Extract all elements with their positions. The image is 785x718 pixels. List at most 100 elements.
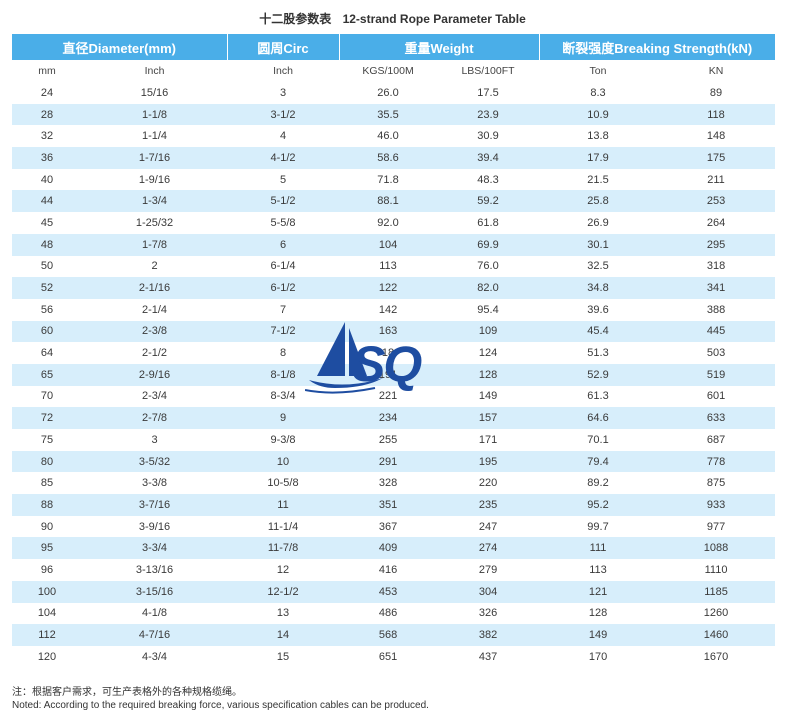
- cell-lbs: 23.9: [437, 103, 540, 126]
- cell-kgs: 328: [339, 472, 438, 495]
- cell-inch: 1-7/8: [82, 233, 228, 256]
- cell-kn: 1185: [657, 580, 776, 603]
- cell-inch: 3-9/16: [82, 515, 228, 538]
- cell-mm: 120: [12, 645, 82, 668]
- cell-lbs: 149: [437, 385, 540, 408]
- cell-lbs: 304: [437, 580, 540, 603]
- cell-lbs: 59.2: [437, 190, 540, 213]
- cell-inch: 2-7/8: [82, 407, 228, 429]
- cell-lbs: 95.4: [437, 298, 540, 321]
- cell-ton: 25.8: [539, 190, 658, 213]
- cell-inch: 1-3/4: [82, 190, 228, 213]
- cell-circ: 8: [227, 342, 340, 364]
- cell-kgs: 35.5: [339, 103, 438, 126]
- cell-kn: 1260: [657, 602, 776, 625]
- cell-circ: 12: [227, 559, 340, 581]
- cell-lbs: 48.3: [437, 168, 540, 191]
- cell-ton: 39.6: [539, 298, 658, 321]
- cell-ton: 51.3: [539, 342, 658, 364]
- table-row: 100 3-15/16 12-1/2 453 304 121 1185: [12, 580, 776, 603]
- cell-kn: 687: [657, 429, 776, 451]
- cell-kn: 503: [657, 342, 776, 364]
- cell-ton: 52.9: [539, 363, 658, 386]
- cell-inch: 1-7/16: [82, 147, 228, 169]
- cell-inch: 15/16: [82, 82, 228, 104]
- cell-kn: 933: [657, 494, 776, 516]
- cell-kn: 211: [657, 168, 776, 191]
- cell-mm: 96: [12, 559, 82, 581]
- header-diameter: 直径Diameter(mm): [12, 34, 228, 60]
- cell-mm: 28: [12, 103, 82, 126]
- sailboat-icon: [304, 322, 383, 394]
- cell-circ: 9-3/8: [227, 429, 340, 451]
- cell-kn: 601: [657, 385, 776, 408]
- cell-lbs: 69.9: [437, 233, 540, 256]
- cell-mm: 32: [12, 125, 82, 148]
- table-row: 45 1-25/32 5-5/8 92.0 61.8 26.9 264: [12, 212, 776, 234]
- cell-kgs: 163: [339, 320, 438, 343]
- unit-cell: LBS/100FT: [437, 60, 540, 82]
- cell-circ: 14: [227, 624, 340, 646]
- table-row: 60 2-3/8 7-1/2 163 109 45.4 445: [12, 320, 776, 343]
- cell-kgs: 46.0: [339, 125, 438, 148]
- cell-lbs: 247: [437, 515, 540, 538]
- cell-ton: 99.7: [539, 515, 658, 538]
- cell-mm: 112: [12, 624, 82, 646]
- cell-kgs: 291: [339, 450, 438, 473]
- table-row: 112 4-7/16 14 568 382 149 1460: [12, 624, 776, 646]
- cell-mm: 24: [12, 82, 82, 104]
- cell-circ: 5: [227, 168, 340, 191]
- cell-lbs: 274: [437, 537, 540, 560]
- cell-circ: 5-1/2: [227, 190, 340, 213]
- cell-inch: 3-15/16: [82, 580, 228, 603]
- cell-ton: 10.9: [539, 103, 658, 126]
- cell-kn: 1460: [657, 624, 776, 646]
- cell-kgs: 568: [339, 624, 438, 646]
- cell-lbs: 220: [437, 472, 540, 495]
- table-row: 88 3-7/16 11 351 235 95.2 933: [12, 494, 776, 516]
- table-row: 48 1-7/8 6 104 69.9 30.1 295: [12, 233, 776, 256]
- cell-kgs: 104: [339, 233, 438, 256]
- cell-ton: 64.6: [539, 407, 658, 429]
- cell-circ: 5-5/8: [227, 212, 340, 234]
- cell-ton: 113: [539, 559, 658, 581]
- cell-lbs: 382: [437, 624, 540, 646]
- cell-mm: 45: [12, 212, 82, 234]
- table-row: 24 15/16 3 26.0 17.5 8.3 89: [12, 82, 776, 104]
- cell-kgs: 122: [339, 277, 438, 299]
- cell-kn: 445: [657, 320, 776, 343]
- cell-circ: 8-1/8: [227, 363, 340, 386]
- cell-ton: 21.5: [539, 168, 658, 191]
- table-row: 28 1-1/8 3-1/2 35.5 23.9 10.9 118: [12, 103, 776, 126]
- cell-mm: 64: [12, 342, 82, 364]
- cell-kn: 148: [657, 125, 776, 148]
- cell-kgs: 351: [339, 494, 438, 516]
- cell-kn: 89: [657, 82, 776, 104]
- cell-kgs: 416: [339, 559, 438, 581]
- cell-inch: 2-1/4: [82, 298, 228, 321]
- rope-parameter-table: 直径Diameter(mm) 圆周Circ 重量Weight 断裂强度Break…: [12, 34, 776, 668]
- cell-kn: 1088: [657, 537, 776, 560]
- cell-circ: 15: [227, 645, 340, 668]
- unit-cell: KGS/100M: [339, 60, 438, 82]
- cell-inch: 2-1/2: [82, 342, 228, 364]
- cell-lbs: 235: [437, 494, 540, 516]
- cell-kgs: 234: [339, 407, 438, 429]
- cell-mm: 48: [12, 233, 82, 256]
- table-row: 64 2-1/2 8 18 124 51.3 503: [12, 342, 776, 364]
- cell-inch: 3-5/32: [82, 450, 228, 473]
- cell-inch: 2-3/8: [82, 320, 228, 343]
- cell-mm: 75: [12, 429, 82, 451]
- cell-inch: 2: [82, 255, 228, 278]
- units-row: mm Inch Inch KGS/100M LBS/100FT Ton KN: [12, 60, 776, 82]
- cell-kgs: 26.0: [339, 82, 438, 104]
- cell-mm: 50: [12, 255, 82, 278]
- cell-kgs: 651: [339, 645, 438, 668]
- cell-kgs: 71.8: [339, 168, 438, 191]
- cell-inch: 3-3/4: [82, 537, 228, 560]
- unit-cell: mm: [12, 60, 82, 82]
- table-row: 72 2-7/8 9 234 157 64.6 633: [12, 407, 776, 429]
- cell-lbs: 17.5: [437, 82, 540, 104]
- cell-ton: 13.8: [539, 125, 658, 148]
- cell-ton: 121: [539, 580, 658, 603]
